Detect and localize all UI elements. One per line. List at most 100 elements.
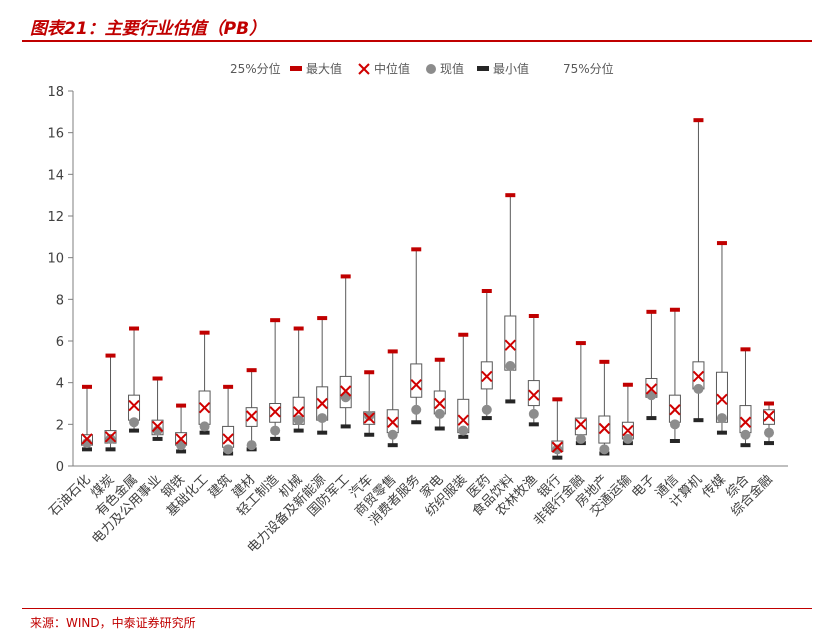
legend-median-label: 中位值 [374, 61, 410, 76]
median-marker [457, 414, 469, 426]
max-marker [411, 247, 422, 252]
legend-max-marker [290, 66, 302, 71]
box-7 [245, 368, 258, 452]
max-marker [317, 316, 328, 321]
current-marker [599, 444, 610, 455]
box-plot-chart: 25%分位 最大值 中位值 现值 最小值 75%分位 0 2 4 6 8 10 12 14 16… [46, 61, 788, 557]
max-marker [434, 357, 445, 362]
y-tick-label: 8 [56, 293, 64, 308]
y-tick-label: 14 [47, 168, 64, 183]
median-marker [198, 401, 211, 414]
axes: 0 2 4 6 8 10 12 14 16 18 [47, 85, 788, 475]
median-marker [504, 339, 517, 351]
legend-median-marker [358, 63, 370, 75]
min-marker [528, 422, 539, 427]
box-24 [645, 309, 658, 421]
max-marker [105, 353, 116, 358]
y-tick-label: 10 [47, 252, 64, 267]
max-marker [293, 326, 304, 331]
box-10 [316, 316, 329, 435]
max-marker [481, 289, 492, 293]
box-28 [739, 347, 752, 448]
max-marker [223, 384, 234, 389]
median-marker [222, 433, 234, 445]
legend-current-label: 现值 [440, 61, 464, 76]
max-marker [622, 382, 633, 387]
category-label: 电子 [629, 472, 658, 501]
max-marker [152, 376, 163, 381]
iqr-box [128, 394, 141, 421]
current-marker [411, 404, 422, 415]
max-marker [528, 314, 539, 318]
current-marker [458, 425, 469, 436]
box-12 [363, 370, 376, 437]
min-marker [669, 439, 680, 443]
box-3 [151, 376, 164, 441]
category-labels: 石油石化煤炭有色金属电力及公用事业钢铁基础化工建筑建材轻工制造机械电力设备及新能… [46, 472, 775, 557]
median-marker [245, 410, 258, 422]
median-marker [622, 424, 634, 437]
max-marker [740, 347, 751, 352]
min-marker [176, 449, 187, 454]
current-marker [223, 444, 234, 455]
min-marker [434, 426, 445, 431]
current-marker [481, 404, 492, 415]
title-divider [22, 40, 812, 42]
y-tick-label: 16 [47, 127, 64, 142]
median-marker [339, 385, 352, 397]
current-marker [246, 440, 257, 451]
legend-min-marker [477, 66, 489, 71]
median-marker [128, 399, 140, 412]
max-marker [599, 359, 610, 364]
max-marker [575, 341, 586, 346]
median-marker [269, 406, 281, 418]
median-marker [363, 412, 375, 424]
min-marker [317, 430, 328, 435]
max-marker [387, 349, 398, 354]
max-marker [458, 332, 469, 337]
box-19 [527, 314, 540, 427]
box-23 [621, 382, 634, 446]
box-0 [81, 384, 93, 452]
min-marker [481, 416, 492, 421]
current-marker [105, 433, 116, 444]
max-marker [199, 330, 210, 335]
min-marker [105, 447, 116, 452]
box-17 [480, 289, 493, 421]
legend-q25-label: 25%分位 [230, 61, 281, 76]
median-marker [716, 393, 728, 406]
min-marker [364, 432, 375, 437]
max-marker [364, 370, 375, 375]
min-marker [646, 416, 657, 421]
chart-title: 图表21：主要行业估值（PB） [30, 19, 267, 39]
current-marker [387, 429, 398, 440]
current-marker [505, 361, 516, 371]
category-label: 石油石化 [46, 472, 93, 519]
current-marker [270, 425, 281, 436]
current-marker [199, 421, 210, 432]
max-marker [552, 397, 563, 402]
median-marker [410, 379, 422, 391]
median-marker [575, 418, 587, 431]
max-marker [646, 309, 657, 314]
min-marker [411, 420, 422, 425]
median-marker [551, 441, 564, 453]
box-29 [763, 401, 775, 446]
median-marker [387, 416, 399, 428]
current-marker [434, 408, 445, 419]
min-marker [458, 434, 469, 439]
max-marker [716, 241, 727, 246]
max-marker [246, 368, 257, 373]
median-marker [692, 370, 705, 383]
min-marker [505, 399, 516, 404]
source-divider [22, 608, 812, 609]
median-marker [104, 431, 117, 443]
min-marker [740, 443, 751, 448]
min-marker [199, 430, 210, 435]
current-marker [129, 417, 140, 428]
min-marker [129, 428, 140, 433]
y-tick-label: 4 [56, 377, 64, 392]
min-marker [693, 418, 704, 423]
median-marker [528, 389, 540, 401]
box-13 [386, 349, 399, 448]
